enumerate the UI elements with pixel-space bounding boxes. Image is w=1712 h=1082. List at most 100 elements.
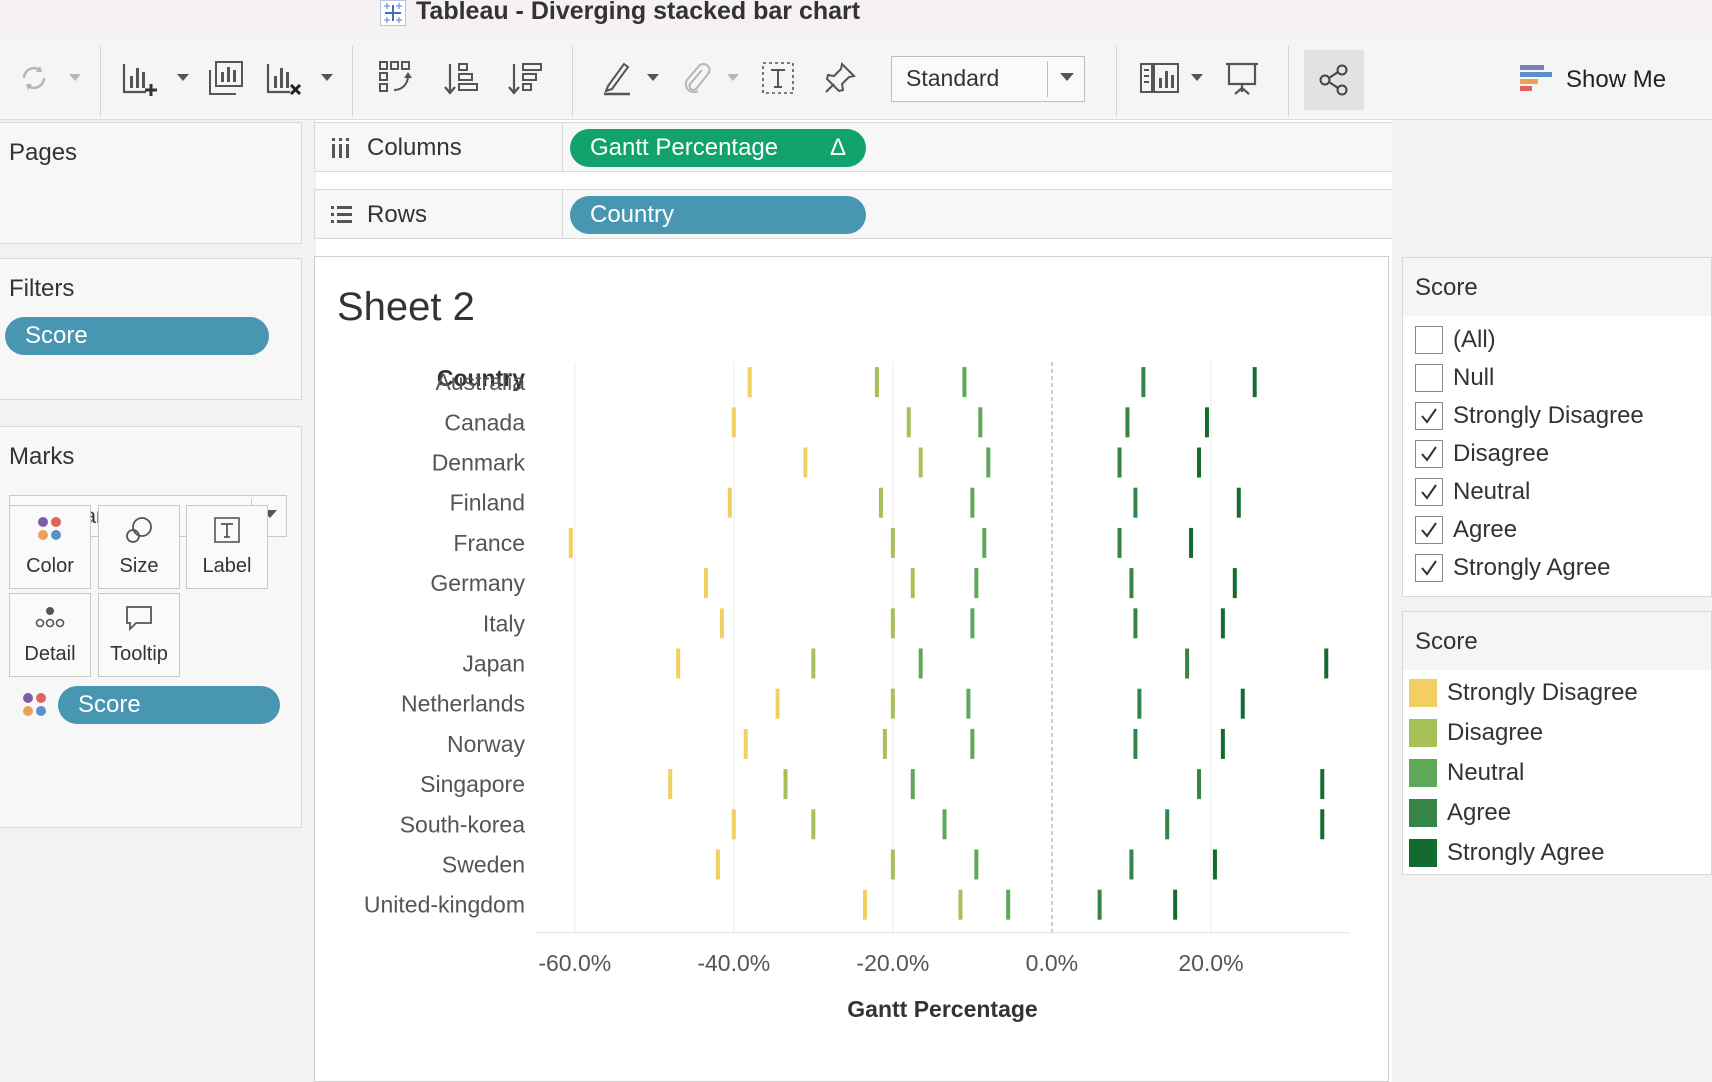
legend-item[interactable]: Disagree (1409, 718, 1543, 748)
checkbox-unchecked[interactable] (1415, 364, 1443, 392)
rows-pill-country[interactable]: Country (570, 196, 866, 234)
toolbar-separator (1116, 46, 1117, 116)
share-icon[interactable] (1304, 50, 1364, 110)
row-label: Finland (450, 490, 525, 516)
gantt-mark (668, 769, 673, 800)
gantt-mark (910, 568, 915, 599)
legend-item[interactable]: Agree (1409, 798, 1511, 828)
size-card[interactable]: Size (98, 505, 180, 589)
size-icon (126, 517, 152, 543)
gantt-mark (882, 728, 887, 759)
pin-icon[interactable] (818, 56, 862, 100)
pages-card[interactable]: Pages (0, 122, 302, 244)
gantt-mark (727, 487, 732, 518)
rows-label: Rows (367, 201, 428, 228)
x-tick-label: -60.0% (538, 950, 611, 976)
clear-sheet-icon[interactable] (262, 56, 306, 100)
row-label: Australia (436, 369, 526, 395)
x-tick-label: -40.0% (697, 950, 770, 976)
gantt-mark (803, 447, 808, 478)
detail-card[interactable]: Detail (9, 593, 91, 677)
filter-pill-score[interactable]: Score (5, 317, 269, 355)
color-card[interactable]: Color (9, 505, 91, 589)
new-worksheet-dropdown-icon[interactable] (176, 72, 190, 84)
gantt-mark (1220, 728, 1225, 759)
legend-item[interactable]: Strongly Disagree (1409, 678, 1638, 708)
paperclip-icon[interactable] (674, 56, 718, 100)
gantt-mark (1137, 688, 1142, 719)
sort-descending-icon[interactable] (504, 56, 548, 100)
checkbox-checked[interactable] (1415, 402, 1443, 430)
swap-axes-icon[interactable] (374, 56, 418, 100)
text-icon[interactable] (756, 56, 800, 100)
checkbox-checked[interactable] (1415, 516, 1443, 544)
detail-label: Detail (24, 643, 76, 665)
gantt-mark (1232, 568, 1237, 599)
tooltip-card[interactable]: Tooltip (98, 593, 180, 677)
score-filter-item[interactable]: Disagree (1415, 438, 1549, 470)
sort-ascending-icon[interactable] (440, 56, 484, 100)
presentation-view-icon[interactable] (1138, 56, 1182, 100)
detail-icon (35, 607, 65, 628)
gantt-mark (1133, 487, 1138, 518)
legend-item-label: Strongly Disagree (1447, 679, 1638, 706)
legend-item[interactable]: Strongly Agree (1409, 838, 1604, 868)
columns-icon (332, 138, 349, 158)
gantt-mark (811, 648, 816, 679)
gantt-mark (1125, 407, 1130, 438)
checkbox-checked[interactable] (1415, 554, 1443, 582)
columns-pill-gantt-percentage[interactable]: Gantt Percentage Δ (570, 129, 866, 167)
checkmark-icon (1421, 446, 1437, 462)
gantt-mark (966, 688, 971, 719)
window-title: Tableau - Diverging stacked bar chart (416, 0, 861, 25)
checkbox-checked[interactable] (1415, 478, 1443, 506)
score-filter-card: Score (All) Null Strongly Disagree Disagree… (1402, 257, 1712, 597)
label-card[interactable]: Label (186, 505, 268, 589)
row-header-country: Country (437, 365, 525, 391)
row-label: Denmark (432, 450, 526, 476)
marks-color-pill-score[interactable]: Score (58, 686, 280, 724)
new-worksheet-icon[interactable] (118, 56, 162, 100)
score-filter-item[interactable]: Agree (1415, 514, 1517, 546)
checkbox-checked[interactable] (1415, 440, 1443, 468)
score-filter-item[interactable]: Neutral (1415, 476, 1530, 508)
presentation-dropdown-icon[interactable] (1190, 72, 1204, 84)
gantt-mark (890, 527, 895, 558)
gantt-mark (1097, 889, 1102, 920)
title-bar: Tableau - Diverging stacked bar chart (0, 0, 1712, 36)
show-me-button[interactable]: Show Me (1520, 60, 1666, 100)
x-tick-label: 0.0% (1026, 950, 1078, 976)
highlight-icon[interactable] (596, 56, 640, 100)
sheet-title: Sheet 2 (337, 285, 475, 329)
fit-dropdown[interactable]: Standard (891, 56, 1085, 102)
score-filter-item[interactable]: Null (1415, 362, 1494, 394)
score-filter-item[interactable]: Strongly Agree (1415, 552, 1610, 584)
legend-item[interactable]: Neutral (1409, 758, 1524, 788)
clear-sheet-dropdown-icon[interactable] (320, 72, 334, 84)
filters-card[interactable]: Filters Score (0, 258, 302, 400)
gantt-mark (970, 487, 975, 518)
presentation-icon[interactable] (1220, 56, 1264, 100)
score-filter-item-label: Agree (1453, 516, 1518, 543)
refresh-dropdown-icon[interactable] (68, 72, 82, 84)
gantt-mark (1197, 769, 1202, 800)
refresh-icon[interactable] (12, 56, 56, 100)
gantt-mark (1173, 889, 1178, 920)
legend-item-label: Agree (1447, 799, 1512, 826)
duplicate-sheet-icon[interactable] (204, 56, 248, 100)
score-filter-item[interactable]: Strongly Disagree (1415, 400, 1644, 432)
color-icon (38, 517, 61, 540)
checkbox-unchecked[interactable] (1415, 326, 1443, 354)
gantt-mark (719, 608, 724, 639)
paperclip-dropdown-icon[interactable] (726, 72, 740, 84)
x-tick-label: -20.0% (856, 950, 929, 976)
row-label: Canada (444, 409, 525, 435)
highlight-dropdown-icon[interactable] (646, 72, 660, 84)
gantt-mark (783, 769, 788, 800)
gantt-mark (1133, 608, 1138, 639)
worksheet-view: Sheet 2 Country Australia Canada Denmark Fin… (314, 256, 1389, 1082)
gantt-mark (703, 568, 708, 599)
gantt-mark (974, 568, 979, 599)
score-filter-item[interactable]: (All) (1415, 324, 1496, 356)
